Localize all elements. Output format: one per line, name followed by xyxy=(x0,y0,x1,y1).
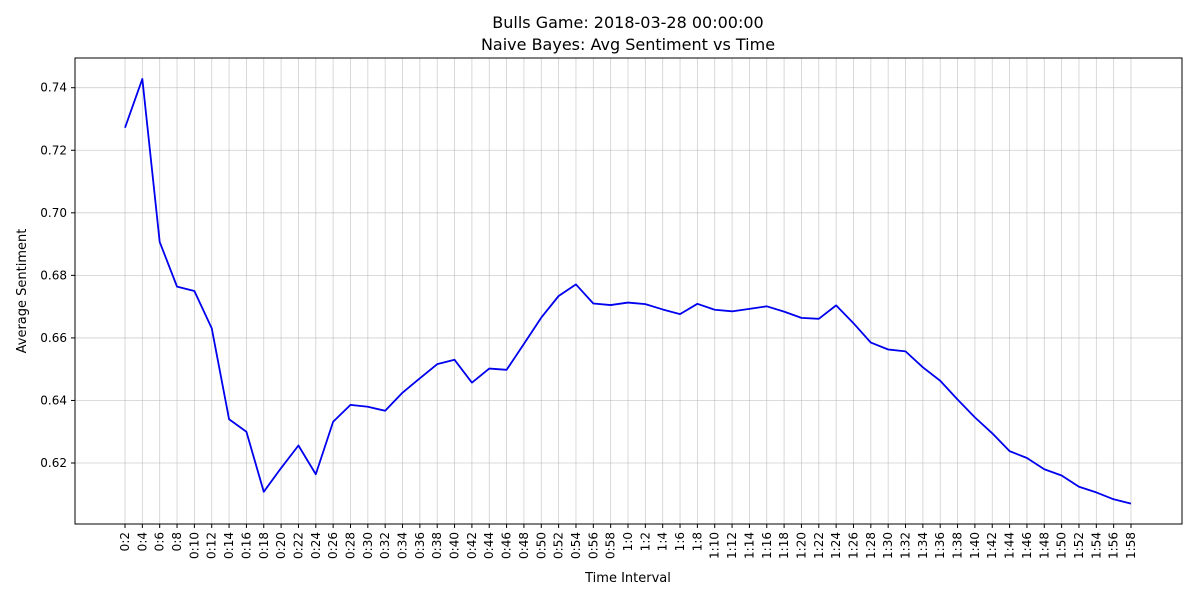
series-layer xyxy=(124,78,1132,505)
x-tick-label: 0:54 xyxy=(569,532,583,559)
x-tick-label: 1:16 xyxy=(760,532,774,559)
x-tick-label: 1:2 xyxy=(638,532,652,551)
x-tick-label: 1:6 xyxy=(673,532,687,551)
x-tick-label: 0:52 xyxy=(552,532,566,559)
x-tick-label: 0:22 xyxy=(291,532,305,559)
x-tick-label: 1:14 xyxy=(742,532,756,559)
x-tick-label: 1:26 xyxy=(846,532,860,559)
x-tick-label: 1:28 xyxy=(864,532,878,559)
x-tick-label: 1:56 xyxy=(1107,532,1121,559)
x-tick-label: 0:8 xyxy=(170,532,184,551)
x-tick-label: 1:36 xyxy=(933,532,947,559)
x-tick-label: 0:6 xyxy=(153,532,167,551)
x-tick-label: 0:48 xyxy=(517,532,531,559)
x-tick-label: 0:14 xyxy=(222,532,236,559)
x-tick-label: 1:24 xyxy=(829,532,843,559)
y-tick-label: 0.72 xyxy=(40,143,67,157)
x-tick-label: 0:2 xyxy=(118,532,132,551)
y-axis-label: Average Sentiment xyxy=(15,229,30,354)
x-tick-label: 1:42 xyxy=(985,532,999,559)
x-tick-label: 1:20 xyxy=(794,532,808,559)
x-tick-label: 0:38 xyxy=(430,532,444,559)
x-tick-label: 1:50 xyxy=(1055,532,1069,559)
x-tick-label: 1:52 xyxy=(1072,532,1086,559)
x-tick-label: 1:10 xyxy=(708,532,722,559)
x-axis-label: Time Interval xyxy=(584,571,671,586)
x-tick-label: 1:0 xyxy=(621,532,635,551)
x-tick-label: 1:54 xyxy=(1089,532,1103,559)
x-tick-label: 0:46 xyxy=(500,532,514,559)
x-axis-ticks: 0:2 0:4 0:6 0:8 0:10 0:12 0:14 0:16 0:18 0:20 0:22… xyxy=(118,524,1138,559)
x-tick-label: 1:22 xyxy=(812,532,826,559)
x-tick-label: 1:40 xyxy=(968,532,982,559)
y-tick-label: 0.62 xyxy=(40,456,67,470)
x-tick-label: 0:32 xyxy=(378,532,392,559)
x-tick-label: 1:34 xyxy=(916,532,930,559)
x-tick-label: 0:28 xyxy=(343,532,357,559)
x-tick-label: 0:10 xyxy=(187,532,201,559)
sentiment-series-line xyxy=(124,78,1132,505)
x-tick-label: 1:18 xyxy=(777,532,791,559)
x-tick-label: 0:44 xyxy=(482,532,496,559)
x-tick-label: 0:40 xyxy=(448,532,462,559)
x-tick-label: 0:16 xyxy=(239,532,253,559)
x-tick-label: 0:26 xyxy=(326,532,340,559)
x-tick-label: 1:4 xyxy=(656,532,670,551)
x-tick-label: 0:4 xyxy=(135,532,149,551)
x-tick-label: 0:30 xyxy=(361,532,375,559)
x-tick-label: 1:46 xyxy=(1020,532,1034,559)
x-tick-label: 0:58 xyxy=(604,532,618,559)
y-tick-label: 0.68 xyxy=(40,268,67,282)
x-tick-label: 0:12 xyxy=(205,532,219,559)
x-tick-label: 1:30 xyxy=(881,532,895,559)
chart-title: Bulls Game: 2018-03-28 00:00:00 xyxy=(492,13,763,32)
y-tick-label: 0.64 xyxy=(40,393,67,407)
x-tick-label: 1:58 xyxy=(1124,532,1138,559)
y-tick-label: 0.70 xyxy=(40,206,67,220)
y-tick-label: 0.66 xyxy=(40,331,67,345)
x-tick-label: 0:34 xyxy=(396,532,410,559)
x-tick-label: 1:8 xyxy=(690,532,704,551)
x-tick-label: 0:36 xyxy=(413,532,427,559)
x-tick-label: 0:18 xyxy=(257,532,271,559)
y-axis-ticks: 0.62 0.64 0.66 0.68 0.70 0.72 0.74 xyxy=(40,81,75,470)
x-tick-label: 0:56 xyxy=(586,532,600,559)
x-tick-label: 0:42 xyxy=(465,532,479,559)
x-tick-label: 1:48 xyxy=(1037,532,1051,559)
y-tick-label: 0.74 xyxy=(40,81,67,95)
x-tick-label: 1:44 xyxy=(1003,532,1017,559)
x-tick-label: 1:32 xyxy=(899,532,913,559)
x-tick-label: 1:12 xyxy=(725,532,739,559)
chart-subtitle: Naive Bayes: Avg Sentiment vs Time xyxy=(481,35,775,54)
x-tick-label: 0:24 xyxy=(309,532,323,559)
x-tick-label: 0:20 xyxy=(274,532,288,559)
grid xyxy=(75,58,1182,524)
x-tick-label: 0:50 xyxy=(534,532,548,559)
x-tick-label: 1:38 xyxy=(951,532,965,559)
